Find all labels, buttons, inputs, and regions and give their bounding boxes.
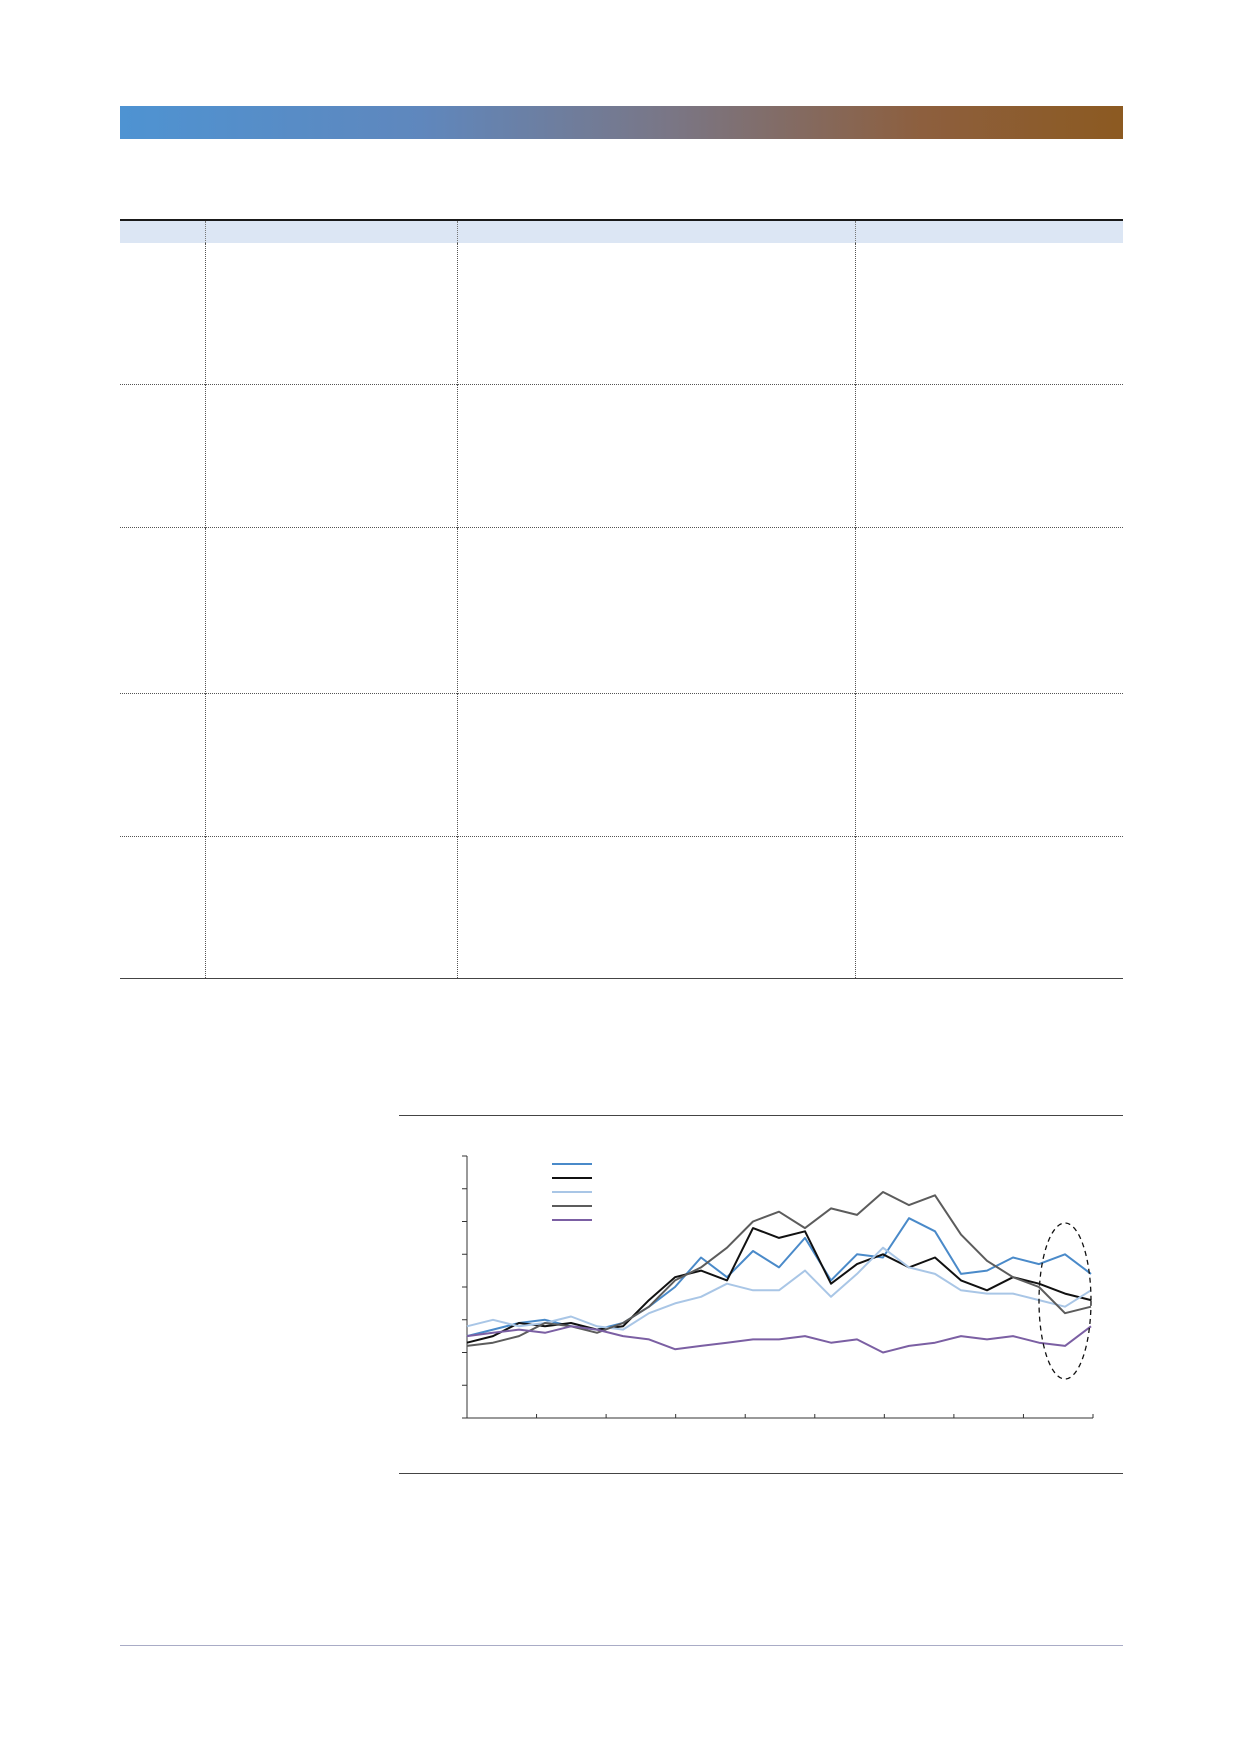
table-header-cell xyxy=(120,219,205,243)
table-cell xyxy=(456,384,855,527)
table-cell xyxy=(456,527,855,693)
series-line xyxy=(466,1325,1092,1354)
table-header-cell xyxy=(456,219,855,243)
table-cell xyxy=(204,836,457,978)
table-cell xyxy=(854,836,1123,978)
table-cell xyxy=(120,243,205,384)
table-cell xyxy=(204,384,457,527)
highlight-ellipse xyxy=(1038,1222,1092,1380)
table-header-row xyxy=(120,219,1123,243)
data-table xyxy=(120,219,1123,979)
table-row xyxy=(120,693,1123,836)
table-cell xyxy=(120,384,205,527)
table-cell xyxy=(204,527,457,693)
header-banner xyxy=(120,106,1123,139)
table-cell xyxy=(120,527,205,693)
table-cell xyxy=(456,243,855,384)
table-cell xyxy=(456,693,855,836)
table-row xyxy=(120,243,1123,384)
table-header-cell xyxy=(204,219,457,243)
table-cell xyxy=(854,243,1123,384)
table-cell xyxy=(854,384,1123,527)
table-cell xyxy=(204,693,457,836)
table-row xyxy=(120,384,1123,527)
table-cell xyxy=(120,693,205,836)
table-cell xyxy=(204,243,457,384)
table-row xyxy=(120,527,1123,693)
series-line xyxy=(466,1227,1092,1344)
series-line xyxy=(466,1246,1092,1331)
table-cell xyxy=(854,693,1123,836)
table-cell xyxy=(456,836,855,978)
table-cell xyxy=(120,836,205,978)
footer-rule xyxy=(120,1645,1123,1646)
chart-frame xyxy=(399,1115,1123,1474)
table-row xyxy=(120,836,1123,978)
table-header-cell xyxy=(854,219,1123,243)
line-chart xyxy=(462,1155,1094,1419)
table-cell xyxy=(854,527,1123,693)
